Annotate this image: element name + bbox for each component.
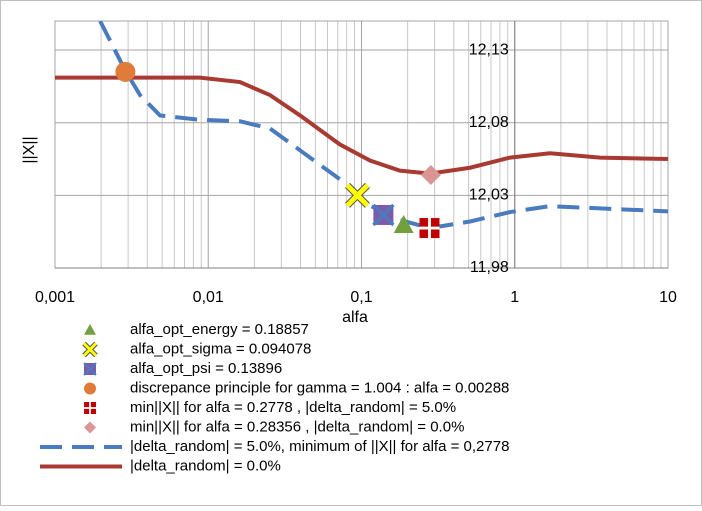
marker — [82, 341, 98, 358]
y-tick-label: 12,03 — [469, 187, 509, 204]
legend-label: min||X|| for alfa = 0.2778 , |delta_rand… — [130, 399, 456, 416]
x-tick-label: 10 — [659, 289, 677, 306]
x-tick-label: 0,1 — [350, 289, 372, 306]
marker-part — [84, 382, 96, 395]
marker-part — [84, 324, 96, 335]
marker-part — [83, 362, 97, 376]
legend-label: |delta_random| = 0.0% — [130, 457, 281, 474]
plot-area — [55, 21, 668, 239]
series-line — [98, 21, 668, 231]
marker — [84, 324, 96, 335]
x-tick-label: 1 — [510, 289, 519, 306]
marker-part — [345, 183, 370, 208]
marker — [84, 382, 96, 395]
marker-part — [420, 165, 441, 186]
marker — [372, 203, 395, 227]
marker-part — [115, 61, 136, 82]
marker — [419, 218, 440, 239]
marker-part — [84, 402, 96, 414]
y-tick-label: 12,13 — [469, 41, 509, 58]
marker-part — [372, 203, 395, 227]
legend-label: alfa_opt_psi = 0.13896 — [130, 360, 282, 377]
legend-label: alfa_opt_energy = 0.18857 — [130, 321, 309, 338]
y-tick-label: 12,08 — [469, 114, 509, 131]
marker — [344, 182, 370, 208]
legend-label: min||X|| for alfa = 0.28356 , |delta_ran… — [130, 418, 464, 435]
x-tick-label: 0,01 — [193, 289, 224, 306]
series-line — [55, 75, 668, 176]
y-tick-label: 11,98 — [470, 259, 509, 276]
x-tick-label: 0,001 — [35, 289, 75, 306]
marker — [420, 165, 441, 186]
marker-part — [393, 214, 414, 233]
marker-part — [84, 421, 96, 434]
x-axis-title: alfa — [342, 309, 368, 326]
legend: alfa_opt_energy = 0.18857 alfa_opt_sigma … — [40, 321, 509, 474]
legend-label: alfa_opt_sigma = 0.094078 — [130, 340, 311, 357]
marker — [115, 61, 136, 82]
y-axis-title: ||X|| — [21, 136, 38, 163]
marker — [84, 402, 96, 414]
marker-part — [82, 342, 98, 357]
marker — [83, 362, 97, 376]
legend-label: discrepance principle for gamma = 1.004 … — [130, 379, 509, 396]
marker-part — [419, 218, 440, 239]
marker — [393, 214, 414, 233]
marker — [84, 421, 96, 434]
legend-label: |delta_random| = 5.0%, minimum of ||X|| … — [130, 438, 509, 455]
